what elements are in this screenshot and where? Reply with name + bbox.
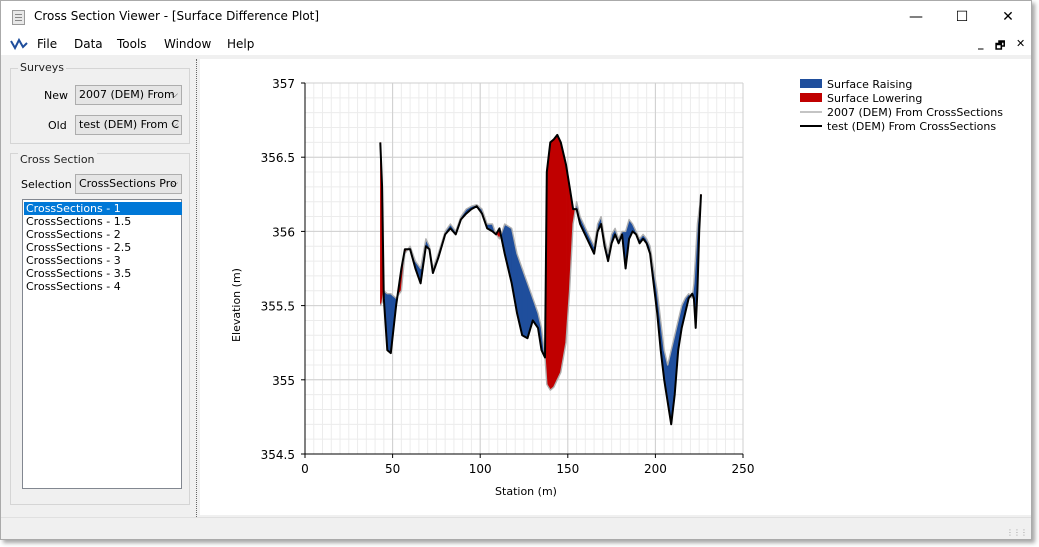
- chevron-down-icon: ⌵: [171, 179, 178, 189]
- list-item[interactable]: CrossSections - 3.5: [26, 267, 132, 280]
- y-tick-label: 354.5: [261, 448, 295, 462]
- mdi-minimize-button[interactable]: _: [978, 37, 984, 50]
- chevron-down-icon: ⌵: [171, 120, 178, 130]
- left-panel: Surveys New 2007 (DEM) From ⌵ Old test (…: [6, 59, 193, 515]
- list-item[interactable]: CrossSections - 1.5: [26, 215, 132, 228]
- y-tick-label: 355: [272, 374, 295, 388]
- x-tick-label: 150: [556, 462, 579, 476]
- new-survey-select[interactable]: 2007 (DEM) From ⌵: [75, 85, 182, 105]
- window-title: Cross Section Viewer - [Surface Differen…: [34, 9, 320, 23]
- surface-lowering-area: [550, 138, 555, 391]
- resize-grip-icon[interactable]: ⋮⋮⋮: [1006, 528, 1028, 537]
- surveys-title: Surveys: [18, 61, 66, 74]
- new-survey-value: 2007 (DEM) From: [79, 88, 175, 101]
- close-button[interactable]: ✕: [1002, 9, 1014, 25]
- mdi-restore-button[interactable]: 🗗: [995, 39, 1006, 52]
- menu-bar: [1, 33, 1031, 55]
- selection-label: Selection: [21, 178, 72, 191]
- menu-file[interactable]: File: [37, 37, 58, 51]
- maximize-button[interactable]: ☐: [955, 9, 969, 25]
- title-bar[interactable]: Cross Section Viewer - [Surface Differen…: [1, 1, 1031, 33]
- surveys-group: [10, 68, 190, 144]
- list-item[interactable]: CrossSections - 2: [26, 228, 121, 241]
- list-item[interactable]: CrossSections - 1: [24, 202, 182, 215]
- surface-difference-chart: 0 50 100 150 200 250354.5355355.5356356.5357 …: [230, 77, 1003, 498]
- minimize-button[interactable]: —: [909, 9, 923, 25]
- tick-labels: 0 50 100 150 200 250 354.5 355 355.5 356 356.5 357: [261, 77, 755, 476]
- chevron-down-icon: ⌵: [171, 90, 178, 100]
- surface-lowering-area: [553, 134, 558, 388]
- old-survey-select[interactable]: test (DEM) From C ⌵: [75, 115, 182, 135]
- menu-window[interactable]: Window: [164, 37, 212, 51]
- grid-minor: [304, 82, 744, 455]
- legend-label: Surface Raising: [827, 78, 912, 91]
- chart-panel: 0 50 100 150 200 250 354.5 355 355.5 356 356.5 357 …: [200, 59, 1031, 515]
- x-tick-label: 200: [644, 462, 667, 476]
- x-tick-label: 250: [732, 462, 755, 476]
- selection-value: CrossSections Pro: [79, 177, 177, 190]
- x-tick-label: 0: [301, 462, 309, 476]
- y-tick-label: 356.5: [261, 151, 295, 165]
- app-logo-icon: [10, 37, 28, 51]
- surface-raising-area: [521, 268, 528, 339]
- x-tick-label: 50: [385, 462, 400, 476]
- list-item[interactable]: CrossSections - 3: [26, 254, 121, 267]
- new-survey-label: New: [44, 89, 68, 102]
- y-tick-label: 357: [272, 77, 295, 91]
- legend-label: 2007 (DEM) From CrossSections: [827, 106, 1003, 119]
- menu-data[interactable]: Data: [74, 37, 103, 51]
- panel-splitter[interactable]: [196, 59, 198, 517]
- y-axis-label: Elevation (m): [230, 268, 243, 342]
- series-lines: [379, 133, 702, 426]
- x-tick-label: 100: [469, 462, 492, 476]
- status-bar: ⋮⋮⋮: [1, 517, 1031, 539]
- surface-raising-area: [504, 223, 512, 284]
- x-axis-label: Station (m): [495, 485, 557, 498]
- cross-section-title: Cross Section: [18, 153, 97, 166]
- document-icon: [12, 10, 25, 25]
- selection-select[interactable]: CrossSections Pro ⌵: [75, 174, 182, 194]
- list-item[interactable]: CrossSections - 4: [26, 280, 121, 293]
- legend-label: Surface Lowering: [827, 92, 922, 105]
- list-item[interactable]: CrossSections - 2.5: [26, 241, 132, 254]
- surface-lowering-area: [557, 134, 562, 380]
- series-line-2007: [379, 201, 702, 391]
- menu-help[interactable]: Help: [227, 37, 255, 51]
- legend-swatch: [800, 79, 822, 88]
- chart-axes: [301, 82, 744, 458]
- legend-swatch: [800, 93, 822, 102]
- cross-section-list[interactable]: CrossSections - 1 CrossSections - 1.5 Cr…: [22, 199, 182, 489]
- y-tick-label: 356: [272, 225, 295, 239]
- old-survey-label: Old: [48, 119, 67, 132]
- y-tick-label: 355.5: [261, 300, 295, 314]
- surface-lowering-area: [560, 142, 567, 373]
- old-survey-value: test (DEM) From C: [79, 118, 180, 131]
- mdi-close-button[interactable]: ✕: [1016, 37, 1026, 50]
- menu-tools[interactable]: Tools: [117, 37, 147, 51]
- legend-label: test (DEM) From CrossSections: [827, 120, 996, 133]
- series-line-test: [379, 133, 702, 426]
- cross-section-group: [10, 153, 190, 505]
